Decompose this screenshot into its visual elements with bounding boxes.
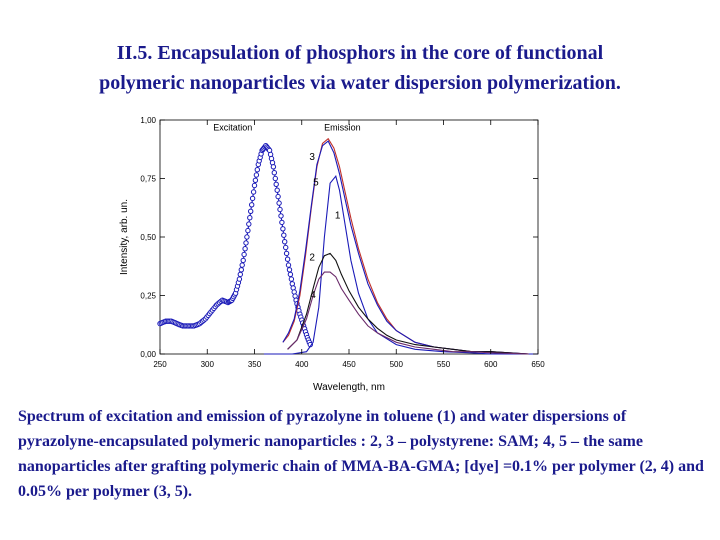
series-line-1 [263,175,538,355]
curve-label-3: 3 [309,152,315,163]
excitation-point [243,240,249,246]
curve-label-4: 4 [310,290,316,301]
excitation-point [244,234,250,240]
series-line-excitation [159,144,312,348]
excitation-point [251,182,258,189]
excitation-point [277,206,283,213]
excitation-point [288,276,295,282]
series-line-4 [287,271,529,355]
plot-frame [159,119,539,355]
excitation-point [272,175,279,182]
excitation-point [241,251,247,258]
excitation-point [247,215,253,221]
excitation-point [276,200,282,206]
excitation-point [284,256,291,262]
y-tick-label: 0,75 [140,175,156,184]
excitation-point [283,244,289,251]
annotation-emission: Emission [324,123,361,133]
x-tick-label: 500 [390,360,404,369]
annotation-excitation: Excitation [213,123,252,133]
x-tick-label: 300 [201,360,215,369]
excitation-point [280,226,286,232]
y-tick-label: 0,00 [140,350,156,359]
excitation-point [237,271,244,278]
slide-title: II.5. Encapsulation of phosphors in the … [20,38,700,98]
x-tick-label: 350 [248,360,262,369]
excitation-point [274,187,280,193]
y-tick-label: 0,25 [140,292,156,301]
excitation-point [249,202,255,208]
y-tick-label: 1,00 [140,116,156,125]
excitation-point [279,219,285,226]
excitation-point [286,267,293,273]
series-line-3 [282,137,529,355]
excitation-point [252,177,259,184]
x-tick-label: 450 [342,360,356,369]
excitation-point [253,172,260,178]
excitation-point [285,262,292,268]
x-tick-label: 400 [295,360,309,369]
excitation-point [246,221,252,227]
y-axis-label: Intensity, arb. un. [119,199,130,275]
excitation-point [249,195,256,202]
y-tick-label: 0,50 [140,233,156,242]
slide-title-line-2: polymeric nanoparticles via water disper… [99,72,621,94]
excitation-point [238,267,245,273]
x-tick-label: 550 [437,360,451,369]
excitation-point [287,271,294,278]
excitation-point [273,181,279,188]
curve-label-1: 1 [335,210,341,221]
excitation-point [245,227,251,234]
excitation-point [278,213,284,219]
slide-title-line-1: II.5. Encapsulation of phosphors in the … [116,42,604,64]
curve-label-5: 5 [313,178,319,189]
series-line-2 [287,252,529,355]
x-axis-label: Wavelength, nm [313,382,385,393]
excitation-point [271,170,278,176]
excitation-point [283,250,290,257]
excitation-point [239,262,245,268]
excitation-point [254,167,261,173]
excitation-point [275,193,281,200]
x-tick-label: 650 [531,360,545,369]
excitation-point [240,257,246,264]
series-line-5 [282,140,529,355]
excitation-point [242,246,248,252]
excitation-point [250,189,257,195]
spectrum-chart: 250 300 350 400 450 500 550 600 650 0,00 0,25 0,50 0… [119,116,545,393]
figure-caption: Spectrum of excitation and emission of p… [18,408,704,500]
x-tick-label: 250 [153,360,167,369]
excitation-point [282,239,288,245]
excitation-point [270,164,277,170]
excitation-point [281,232,287,238]
curve-label-2: 2 [309,252,315,263]
x-tick-label: 600 [484,360,498,369]
excitation-point [236,276,243,282]
excitation-point [248,208,254,215]
